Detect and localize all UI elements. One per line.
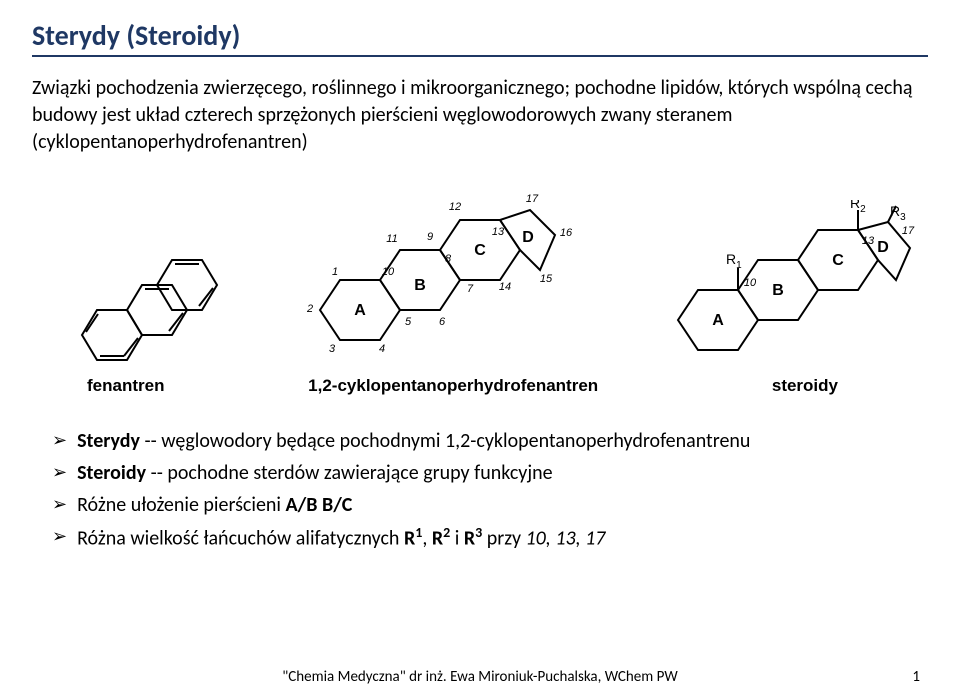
phenanthrene-svg [62, 240, 222, 370]
b3-text: Różne ułożenie pierścieni [77, 493, 285, 517]
num-3: 3 [329, 343, 336, 355]
b4-r1: R [404, 527, 415, 551]
figure-row: A B C D 1 2 3 4 5 6 7 8 9 10 11 [62, 170, 918, 370]
figure-steroid: A B C D R1 R2 R3 10 13 17 [658, 200, 918, 370]
s-ring-d: D [877, 239, 889, 256]
s-num-13: 13 [862, 235, 875, 247]
num-4: 4 [379, 343, 385, 355]
bullet-arrow-icon: ➢ [52, 522, 67, 551]
bullet-2: ➢ Steroidy -- pochodne sterdów zawierają… [52, 458, 928, 488]
bullet-3: ➢ Różne ułożenie pierścieni A/B B/C [52, 490, 928, 520]
b3-bold: A/B B/C [286, 493, 353, 517]
ring-label-a: A [354, 302, 366, 319]
s-ring-c: C [832, 252, 844, 269]
caption-phenanthrene: fenantren [87, 376, 164, 396]
caption-sterane: 1,2-cyklopentanoperhydrofenantren [308, 376, 598, 396]
b1-term: Sterydy [77, 429, 140, 453]
num-15: 15 [540, 273, 553, 285]
num-9: 9 [427, 231, 433, 243]
figure-phenanthrene [62, 240, 222, 370]
s-ring-b: B [772, 282, 784, 299]
b2-text: -- pochodne sterdów zawierające grupy fu… [146, 461, 553, 485]
sterane-svg: A B C D 1 2 3 4 5 6 7 8 9 10 11 [290, 180, 590, 370]
num-7: 7 [467, 283, 474, 295]
r1-label: R1 [726, 251, 742, 271]
num-5: 5 [405, 316, 412, 328]
b4-r3: R [464, 527, 475, 551]
b4-tail: przy [482, 527, 525, 551]
bullet-4: ➢ Różna wielkość łańcuchów alifatycznych… [52, 522, 928, 554]
caption-steroid: steroidy [772, 376, 838, 396]
num-6: 6 [439, 316, 446, 328]
steroid-svg: A B C D R1 R2 R3 10 13 17 [658, 200, 918, 370]
num-17: 17 [526, 193, 539, 205]
num-8: 8 [445, 253, 452, 265]
bullet-1: ➢ Sterydy -- węglowodory będące pochodny… [52, 426, 928, 456]
num-1: 1 [332, 266, 338, 278]
b4-r2: R [432, 527, 443, 551]
s-num-17: 17 [902, 225, 915, 237]
num-16: 16 [560, 227, 573, 239]
num-12: 12 [449, 201, 461, 213]
num-10: 10 [382, 266, 395, 278]
figure-sterane: A B C D 1 2 3 4 5 6 7 8 9 10 11 [290, 180, 590, 370]
bullet-list: ➢ Sterydy -- węglowodory będące pochodny… [52, 426, 928, 554]
footer-citation: "Chemia Medyczna" dr inż. Ewa Mironiuk-P… [0, 668, 960, 686]
bullet-arrow-icon: ➢ [52, 490, 67, 519]
page-number: 1 [912, 668, 920, 686]
bullet-arrow-icon: ➢ [52, 426, 67, 455]
s-ring-a: A [712, 312, 724, 329]
b4-nums: 10, 13, 17 [526, 527, 606, 551]
b4-text: Różna wielkość łańcuchów alifatycznych [77, 527, 404, 551]
ring-label-c: C [474, 242, 486, 259]
ring-label-b: B [414, 277, 426, 294]
num-2: 2 [306, 303, 313, 315]
figure-captions: fenantren 1,2-cyklopentanoperhydrofenant… [87, 376, 878, 396]
s-num-10: 10 [744, 277, 757, 289]
num-13: 13 [492, 226, 505, 238]
b4-c1: , [422, 527, 432, 551]
b2-term: Steroidy [77, 461, 146, 485]
page-title: Sterydy (Steroidy) [32, 18, 928, 53]
intro-paragraph: Związki pochodzenia zwierzęcego, roślinn… [32, 75, 928, 156]
bullet-arrow-icon: ➢ [52, 458, 67, 487]
num-11: 11 [386, 233, 397, 245]
b1-text: -- węglowodory będące pochodnymi 1,2-cyk… [140, 429, 750, 453]
title-rule [32, 55, 928, 57]
ring-label-d: D [522, 229, 534, 246]
b4-and: i [450, 527, 464, 551]
num-14: 14 [499, 281, 511, 293]
